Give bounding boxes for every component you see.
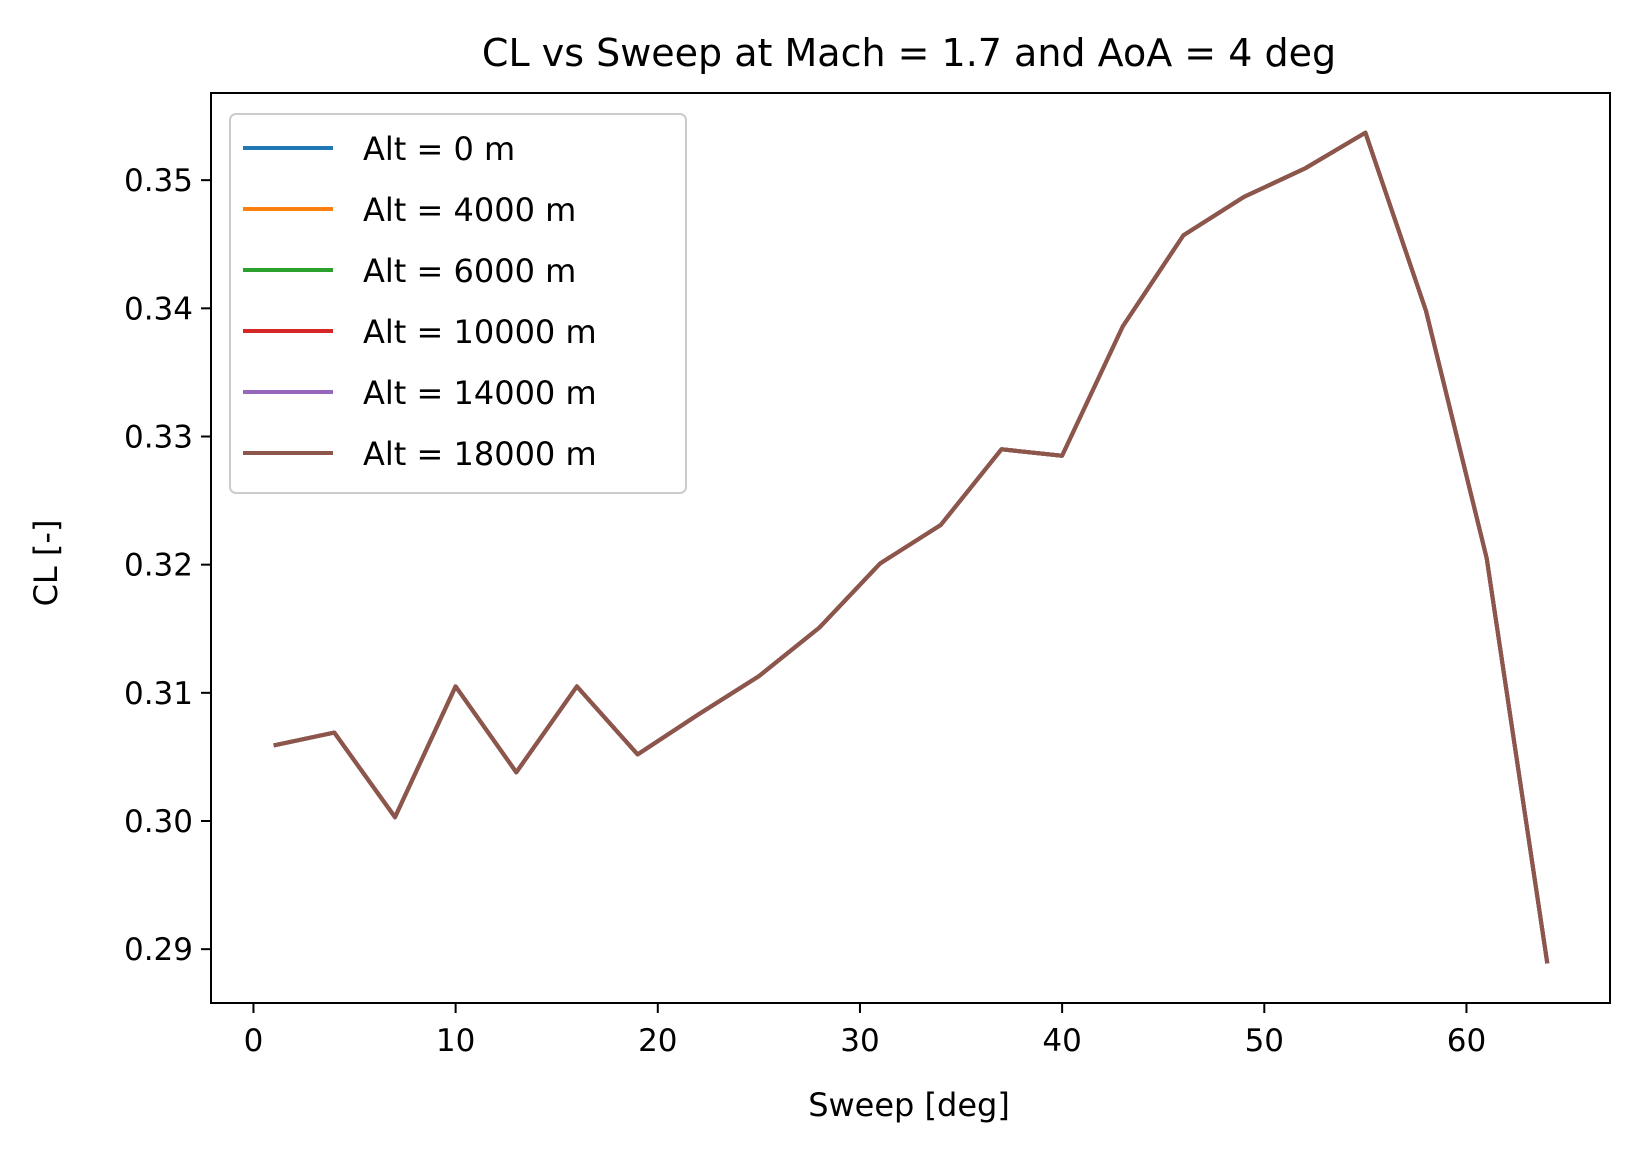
y-tick-label: 0.31 [124,676,193,712]
x-tick-label: 60 [1447,1023,1486,1059]
series-layer [273,130,1550,964]
series-line-6 [273,130,1550,964]
y-tick-label: 0.32 [124,548,193,584]
legend-label: Alt = 6000 m [363,252,576,290]
x-tick-label: 40 [1042,1023,1081,1059]
legend-label: Alt = 0 m [363,130,515,168]
y-tick-label: 0.30 [124,804,193,840]
legend-label: Alt = 10000 m [363,313,597,351]
legend-label: Alt = 18000 m [363,435,597,473]
x-tick-label: 30 [840,1023,879,1059]
x-tick-label: 10 [436,1023,475,1059]
y-tick-label: 0.34 [124,291,193,327]
legend: Alt = 0 m Alt = 4000 m Alt = 6000 m Alt = 1… [229,113,687,494]
y-axis-label: CL [-] [27,520,65,607]
y-axis: 0.29 0.30 0.31 0.32 0.33 0.34 0.35 [124,163,211,968]
y-tick-label: 0.33 [124,419,193,455]
legend-box [229,113,687,494]
chart-title: CL vs Sweep at Mach = 1.7 and AoA = 4 de… [482,31,1336,75]
plot-frame [210,92,1611,1004]
x-tick-label: 0 [244,1023,264,1059]
legend-label: Alt = 4000 m [363,191,576,229]
legend-label: Alt = 14000 m [363,374,597,412]
x-tick-label: 50 [1245,1023,1284,1059]
x-axis-label: Sweep [deg] [808,1086,1010,1124]
x-axis: 0 10 20 30 40 50 60 [244,1003,1486,1059]
y-tick-label: 0.35 [124,163,193,199]
y-tick-label: 0.29 [124,932,193,968]
x-tick-label: 20 [638,1023,677,1059]
